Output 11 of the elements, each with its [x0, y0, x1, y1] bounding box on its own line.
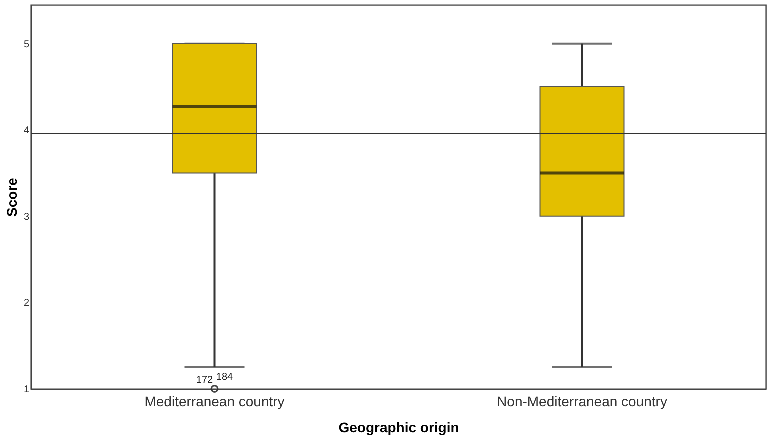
- y-tick-label: 4: [24, 126, 30, 137]
- y-tick-label: 3: [24, 212, 30, 223]
- x-tick-label: Non-Mediterranean country: [497, 394, 668, 410]
- annotation: 172: [196, 375, 214, 386]
- y-tick-label: 5: [24, 39, 30, 50]
- y-axis-title: Score: [4, 178, 20, 217]
- annotation: 184: [216, 372, 234, 383]
- x-tick-label: Mediterranean country: [144, 394, 285, 410]
- y-tick-label: 1: [24, 384, 30, 396]
- y-tick-label: 2: [24, 298, 30, 310]
- x-axis-title: Geographic origin: [338, 420, 460, 436]
